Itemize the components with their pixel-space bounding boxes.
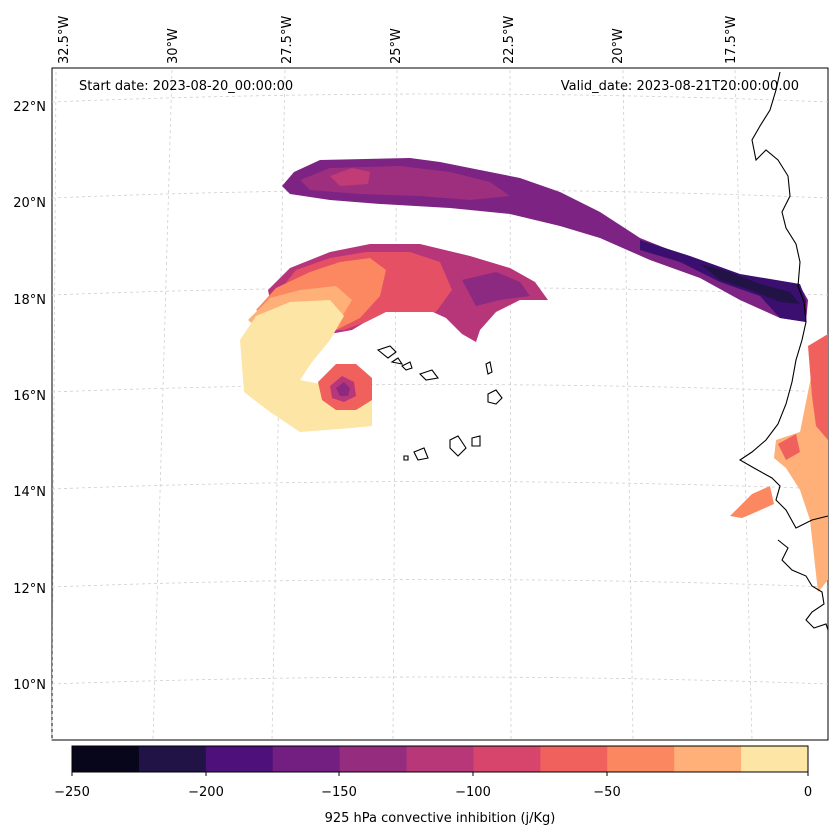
colorbar-cell bbox=[138, 746, 207, 772]
colorbar-cell bbox=[205, 746, 274, 772]
colorbar-ticks bbox=[71, 772, 809, 776]
contour-coast-east-red bbox=[808, 334, 828, 440]
colorbar: −250 −200 −150 −100 −50 0 925 hPa convec… bbox=[54, 745, 812, 826]
valid-date-label: Valid_date: 2023-08-21T20:00:00.00 bbox=[561, 79, 799, 94]
lat-label-20n: 20°N bbox=[13, 196, 46, 211]
island-4 bbox=[418, 369, 439, 381]
lat-label-18n: 18°N bbox=[13, 293, 46, 308]
lat-label-10n: 10°N bbox=[13, 678, 46, 693]
lon-label-22-5w: 22.5°W bbox=[502, 16, 517, 64]
cin-contours bbox=[240, 158, 828, 592]
coastline-africa bbox=[738, 71, 829, 631]
island-8 bbox=[471, 435, 481, 447]
colorbar-cell bbox=[406, 746, 474, 772]
island-5 bbox=[485, 361, 493, 375]
island-9 bbox=[413, 447, 429, 461]
contour-north-band-spot bbox=[330, 168, 370, 186]
colorbar-cell bbox=[72, 746, 140, 772]
island-2 bbox=[390, 357, 404, 365]
colorbar-cell bbox=[607, 746, 675, 772]
island-3 bbox=[401, 361, 413, 371]
colorbar-frame bbox=[71, 745, 809, 773]
map-panel: Start date: 2023-08-20_00:00:00 Valid_da… bbox=[13, 16, 829, 741]
colorbar-cell bbox=[272, 746, 341, 772]
lat-label-14n: 14°N bbox=[13, 485, 46, 500]
longitude-labels: 32.5°W 30°W 27.5°W 25°W 22.5°W 20°W 17.5… bbox=[57, 16, 739, 64]
contour-north-tip bbox=[700, 264, 800, 304]
start-date-label: Start date: 2023-08-20_00:00:00 bbox=[79, 79, 293, 94]
colorbar-title: 925 hPa convective inhibition (j/Kg) bbox=[325, 811, 556, 826]
lon-label-27-5w: 27.5°W bbox=[280, 16, 295, 64]
lon-label-20w: 20°W bbox=[611, 28, 626, 64]
lon-label-32-5w: 32.5°W bbox=[57, 16, 72, 64]
colorbar-cells bbox=[72, 746, 809, 772]
colorbar-tick-label-200: −200 bbox=[188, 785, 224, 800]
colorbar-tick-label-250: −250 bbox=[54, 785, 90, 800]
contour-cyclone-eye-core bbox=[336, 382, 350, 396]
contour-coast-east-spot bbox=[778, 434, 800, 460]
lon-label-17-5w: 17.5°W bbox=[724, 16, 739, 64]
colorbar-cell bbox=[674, 746, 742, 772]
lat-label-16n: 16°N bbox=[13, 389, 46, 404]
colorbar-tick-label-100: −100 bbox=[455, 785, 491, 800]
colorbar-cell bbox=[540, 746, 608, 772]
gridlines bbox=[51, 69, 829, 741]
contour-north-band bbox=[282, 158, 808, 322]
colorbar-tick-label-0: 0 bbox=[804, 785, 812, 800]
lon-label-25w: 25°W bbox=[389, 28, 404, 64]
island-6 bbox=[487, 389, 503, 405]
colorbar-cell bbox=[741, 746, 809, 772]
coastlines bbox=[376, 71, 829, 631]
lon-label-30w: 30°W bbox=[166, 28, 181, 64]
lat-label-22n: 22°N bbox=[13, 100, 46, 115]
island-10 bbox=[403, 455, 409, 461]
contour-cyclone-inner-purple bbox=[462, 272, 530, 306]
colorbar-tick-label-150: −150 bbox=[321, 785, 357, 800]
colorbar-tick-label-50: −50 bbox=[593, 785, 620, 800]
colorbar-cell bbox=[339, 746, 408, 772]
island-7 bbox=[449, 435, 467, 457]
colorbar-cell bbox=[473, 746, 541, 772]
lat-label-12n: 12°N bbox=[13, 582, 46, 597]
contour-coast-southwest bbox=[730, 486, 774, 518]
island-1 bbox=[376, 345, 397, 359]
latitude-labels: 22°N 20°N 18°N 16°N 14°N 12°N 10°N bbox=[13, 100, 46, 693]
